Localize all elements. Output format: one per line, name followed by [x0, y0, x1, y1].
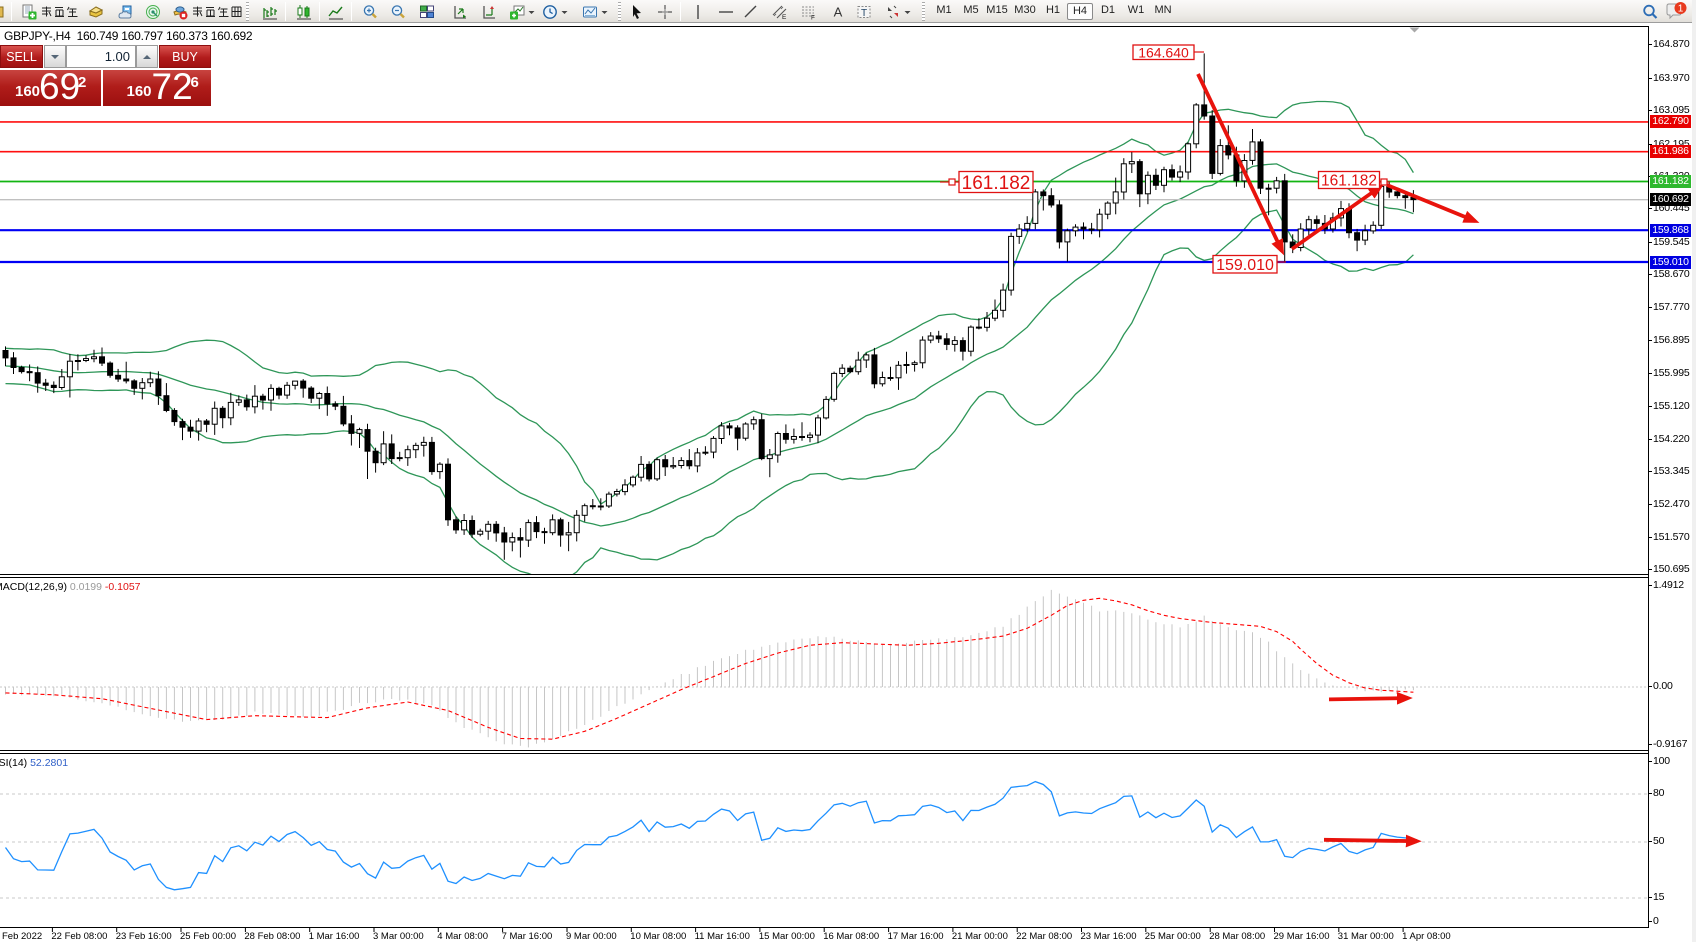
- svg-text:164.640: 164.640: [1138, 44, 1189, 60]
- svg-text:T: T: [861, 8, 867, 19]
- svg-text:A: A: [834, 4, 843, 19]
- svg-text:161.182: 161.182: [962, 173, 1031, 194]
- svg-text:RSI(14) 52.2801: RSI(14) 52.2801: [0, 757, 68, 769]
- svg-text:159.010: 159.010: [1216, 257, 1274, 274]
- svg-text:F: F: [811, 14, 815, 20]
- svg-text:1: 1: [1678, 3, 1684, 14]
- svg-text:GBPJPY-,H4 160.749 160.797 16: GBPJPY-,H4 160.749 160.797 160.373 160.6…: [4, 29, 253, 43]
- svg-text:161.182: 161.182: [1321, 173, 1377, 190]
- svg-text:E: E: [782, 14, 787, 20]
- svg-text:MACD(12,26,9) 0.0199 -0.1057: MACD(12,26,9) 0.0199 -0.1057: [0, 581, 141, 593]
